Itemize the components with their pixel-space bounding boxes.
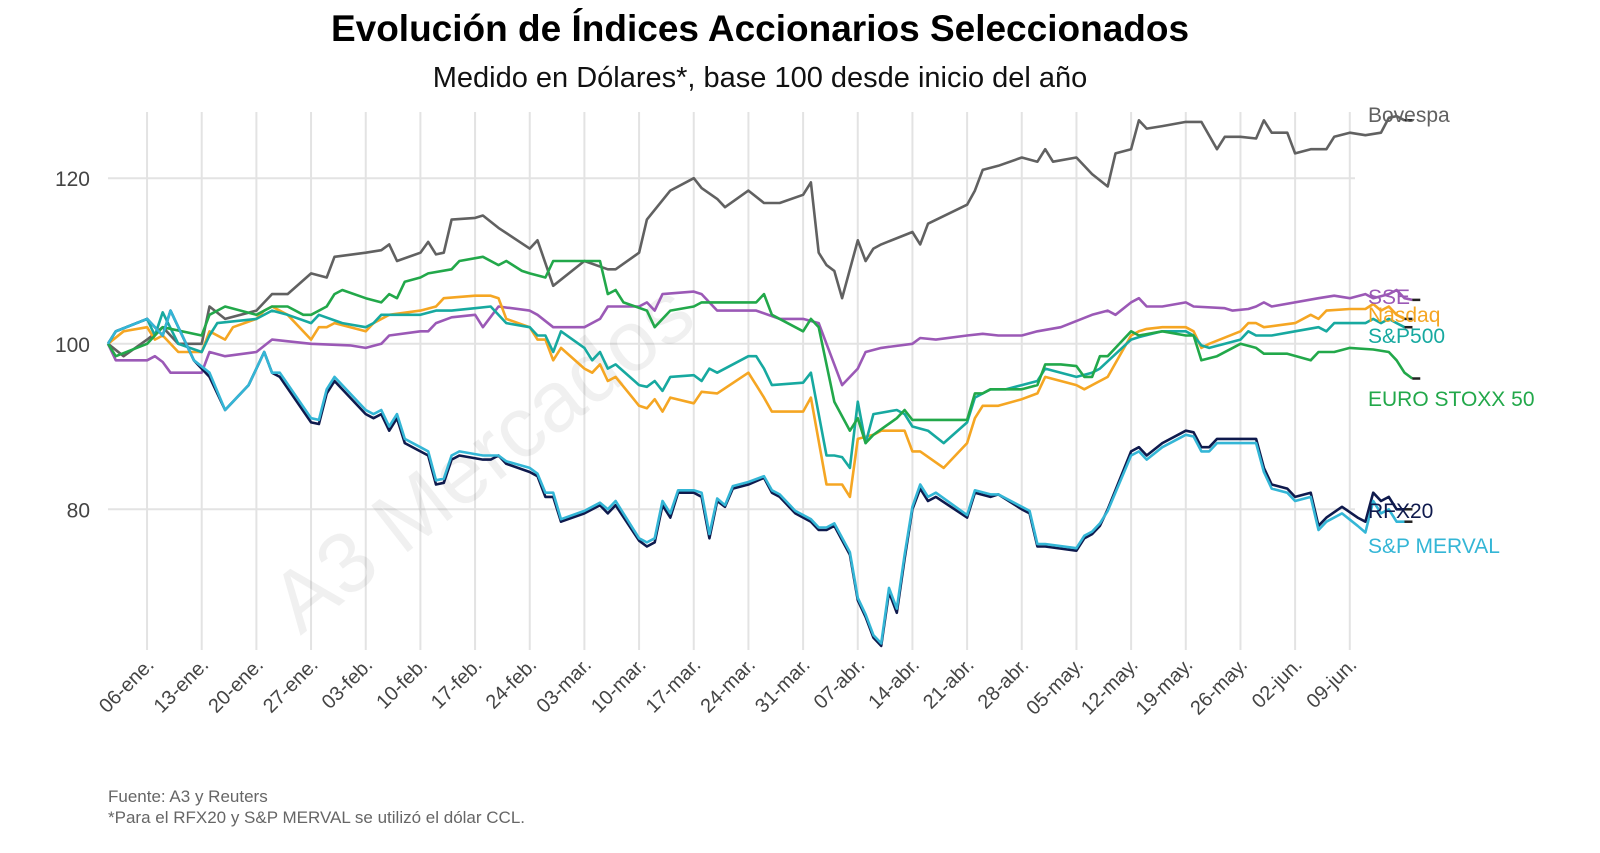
x-tick-label: 17-feb. (427, 654, 487, 714)
gridlines (108, 112, 1355, 650)
chart-title: Evolución de Índices Accionarios Selecci… (330, 8, 1190, 49)
x-tick-label: 26-may. (1186, 654, 1252, 720)
x-tick-label: 24-mar. (696, 654, 760, 718)
x-tick-label: 13-ene. (150, 654, 214, 718)
series-label-s-p500: S&P500 (1368, 325, 1445, 348)
x-tick-label: 10-feb. (372, 654, 432, 714)
x-tick-label: 17-mar. (642, 654, 706, 718)
y-tick-label: 100 (55, 334, 90, 357)
series-label-s-p-merval: S&P MERVAL (1368, 535, 1500, 558)
x-tick-label: 10-mar. (587, 654, 651, 718)
series-label-rfx20: RFX20 (1368, 500, 1433, 523)
series-line-s-p500 (106, 305, 1406, 470)
x-tick-label: 07-abr. (810, 654, 870, 714)
y-axis: 80 100 120 (55, 168, 90, 522)
series-line-nasdaq (107, 294, 1406, 499)
x-tick-label: 20-ene. (204, 654, 268, 718)
x-tick-label: 03-feb. (318, 654, 378, 714)
series-label-nasdaq: Nasdaq (1368, 304, 1440, 327)
x-tick-label: 31-mar. (751, 654, 815, 718)
x-tick-label: 02-jun. (1248, 654, 1307, 713)
x-tick-label: 03-mar. (532, 654, 596, 718)
y-tick-label: 80 (67, 499, 90, 522)
footnote: *Para el RFX20 y S&P MERVAL se utilizó e… (108, 808, 525, 827)
series-label-euro-stoxx-50: EURO STOXX 50 (1368, 388, 1535, 411)
series-line-rfx20 (106, 309, 1405, 648)
line-chart: A3 Mercados 80 100 120 06-ene.13-ene.20-en… (55, 104, 1535, 720)
series-lines (106, 114, 1421, 648)
series-line-s-p-merval (106, 309, 1405, 645)
source-note: Fuente: A3 y Reuters (108, 787, 268, 806)
chart-subtitle: Medido en Dólares*, base 100 desde inici… (432, 62, 1088, 94)
x-tick-label: 27-ene. (259, 654, 323, 718)
series-line-sse (106, 288, 1413, 387)
x-tick-label: 12-may. (1077, 654, 1143, 720)
x-tick-label: 14-abr. (864, 654, 924, 714)
series-label-sse: SSE (1368, 286, 1410, 309)
y-tick-label: 120 (55, 168, 90, 191)
series-line-euro-stoxx-50 (106, 255, 1414, 445)
x-axis: 06-ene.13-ene.20-ene.27-ene.03-feb.10-fe… (95, 654, 1361, 720)
watermark: A3 Mercados (253, 263, 711, 651)
series-label-bovespa: Bovespa (1368, 104, 1450, 127)
x-tick-label: 19-may. (1132, 654, 1198, 720)
series-line-bovespa (107, 114, 1406, 358)
x-tick-label: 24-feb. (482, 654, 542, 714)
x-tick-label: 21-abr. (919, 654, 979, 714)
x-tick-label: 09-jun. (1303, 654, 1362, 713)
x-tick-label: 05-may. (1022, 654, 1088, 720)
x-tick-label: 06-ene. (95, 654, 159, 718)
